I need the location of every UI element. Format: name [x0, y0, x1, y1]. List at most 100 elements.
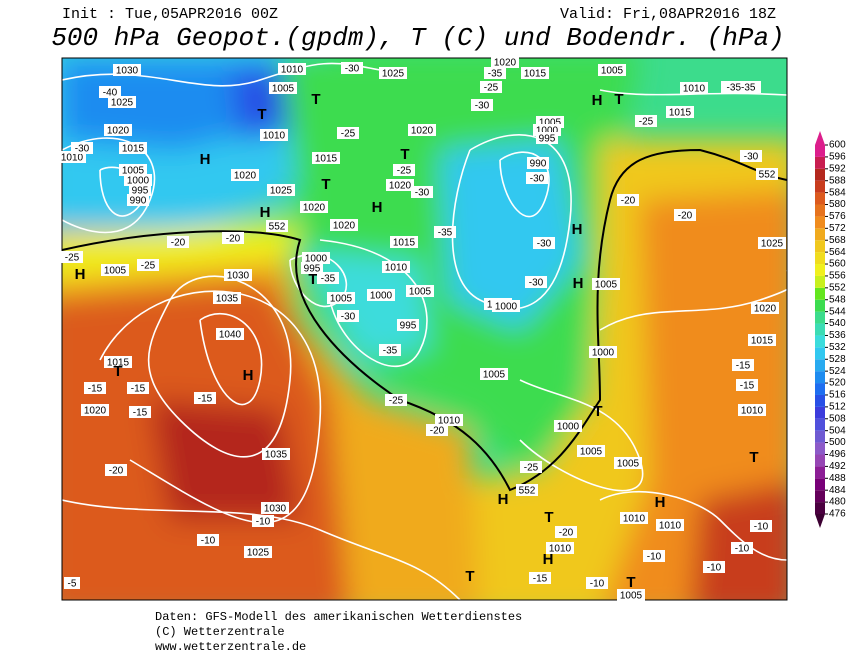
label-box: [194, 392, 216, 404]
label-box: [738, 404, 766, 416]
label-box: [529, 572, 551, 584]
colorbar-segment: [815, 430, 825, 443]
contour-label: -10: [590, 579, 605, 590]
label-box: [379, 344, 401, 356]
contour-label: 995: [400, 321, 417, 332]
label-box: [197, 534, 219, 546]
label-box: [124, 174, 152, 186]
colorbar-segment: [815, 454, 825, 467]
map-labels: 1030-40102510201015100510009959901010-30…: [58, 56, 786, 602]
map-field: [62, 58, 787, 600]
colorbar-segment: [815, 287, 825, 300]
contour-label: -15: [131, 384, 146, 395]
colorbar-tick-label: 572: [829, 223, 846, 234]
pressure-center: T: [311, 91, 320, 108]
colorbar-tick-label: 520: [829, 378, 846, 389]
contour-label: 552: [269, 222, 286, 233]
contour-label: 1005: [483, 370, 506, 381]
pressure-center: T: [257, 106, 266, 123]
label-box: [758, 237, 786, 249]
label-box: [260, 129, 288, 141]
colorbar-tick-label: 500: [829, 437, 846, 448]
label-box: [589, 346, 617, 358]
label-box: [330, 219, 358, 231]
contour-label: 1000: [557, 422, 580, 433]
colorbar-segment: [815, 478, 825, 491]
label-box: [434, 226, 456, 238]
pressure-center: H: [543, 551, 554, 568]
pressure-center: H: [573, 275, 584, 292]
contour-label: 1005: [122, 166, 145, 177]
label-box: [262, 448, 290, 460]
label-box: [244, 546, 272, 558]
label-box: [526, 172, 548, 184]
colorbar-tick-label: 524: [829, 366, 846, 377]
label-box: [435, 414, 463, 426]
contour-label: 1005: [104, 266, 127, 277]
label-box: [119, 142, 147, 154]
label-box: [748, 334, 776, 346]
colorbar-segment: [815, 371, 825, 384]
contour-label: -10: [754, 522, 769, 533]
footer-line: (C) Wetterzentrale: [155, 625, 285, 639]
contour-label: 1000: [127, 176, 150, 187]
label-box: [617, 589, 645, 601]
contour-label: 1010: [385, 263, 408, 274]
colorbar-tick-label: 516: [829, 390, 846, 401]
colorbar-segment: [815, 406, 825, 419]
label-box: [751, 302, 779, 314]
label-box: [620, 512, 648, 524]
label-box: [617, 194, 639, 206]
colorbar-tick-label: 504: [829, 425, 846, 436]
contour-label: -25: [65, 253, 80, 264]
colorbar-tick-label: 512: [829, 402, 846, 413]
colorbar-segment: [815, 252, 825, 265]
pressure-center: T: [465, 568, 474, 585]
label-box: [491, 56, 519, 68]
contour-label: -15: [198, 394, 213, 405]
init-time: Init : Tue,05APR2016 00Z: [62, 6, 278, 23]
label-box: [406, 285, 434, 297]
contour-label: -20: [171, 238, 186, 249]
pressure-center: T: [400, 146, 409, 163]
label-box: [736, 379, 758, 391]
colorbar-segment: [815, 323, 825, 336]
contour-label: -20: [430, 426, 445, 437]
contour-label: 1035: [216, 294, 239, 305]
contour-label: 1000: [305, 254, 328, 265]
pressure-center: T: [308, 271, 317, 288]
contour-label: -10: [707, 563, 722, 574]
contour-label: 1040: [219, 330, 242, 341]
contour-label: 1010: [549, 544, 572, 555]
contour-label: -10: [647, 552, 662, 563]
contour-label: -10: [201, 536, 216, 547]
label-box: [127, 194, 149, 206]
label-box: [105, 464, 127, 476]
contour-label: -25: [524, 463, 539, 474]
colorbar-segment: [815, 466, 825, 479]
label-box: [129, 184, 151, 196]
colorbar-tick-label: 588: [829, 175, 846, 186]
contour-label: 1010: [741, 406, 764, 417]
colorbar-tick-label: 544: [829, 306, 846, 317]
colorbar-segment: [815, 502, 825, 514]
contour-label: -25: [141, 261, 156, 272]
label-box: [666, 106, 694, 118]
contour-label: -35: [438, 228, 453, 239]
label-box: [732, 359, 754, 371]
contour-label: 1005: [601, 66, 624, 77]
label-box: [224, 269, 252, 281]
colorbar-tick-label: 592: [829, 163, 846, 174]
colorbar-tick-label: 476: [829, 509, 846, 520]
label-box: [104, 356, 132, 368]
contour-label: 990: [530, 159, 547, 170]
colorbar-tick-label: 552: [829, 282, 846, 293]
colorbar-segment: [815, 311, 825, 324]
label-box: [137, 259, 159, 271]
contour-label: 1005: [330, 294, 353, 305]
label-box: [312, 152, 340, 164]
contour-label: -5: [68, 579, 77, 590]
label-box: [525, 276, 547, 288]
colorbar-tick-label: 484: [829, 485, 846, 496]
colorbar-tick-label: 564: [829, 247, 846, 258]
